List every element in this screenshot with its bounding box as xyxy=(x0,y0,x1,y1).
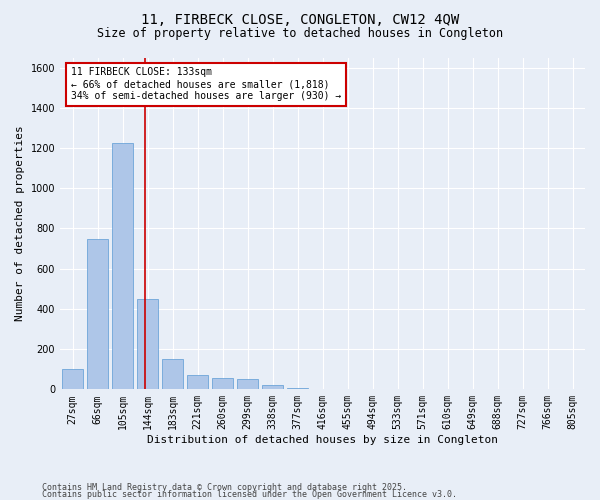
Bar xyxy=(212,378,233,390)
Text: Contains public sector information licensed under the Open Government Licence v3: Contains public sector information licen… xyxy=(42,490,457,499)
Y-axis label: Number of detached properties: Number of detached properties xyxy=(15,126,25,322)
Bar xyxy=(87,238,108,390)
Bar xyxy=(62,369,83,390)
Bar xyxy=(287,388,308,390)
Bar xyxy=(262,386,283,390)
Text: Size of property relative to detached houses in Congleton: Size of property relative to detached ho… xyxy=(97,28,503,40)
Text: 11 FIRBECK CLOSE: 133sqm
← 66% of detached houses are smaller (1,818)
34% of sem: 11 FIRBECK CLOSE: 133sqm ← 66% of detach… xyxy=(71,68,341,100)
Bar xyxy=(112,143,133,390)
X-axis label: Distribution of detached houses by size in Congleton: Distribution of detached houses by size … xyxy=(147,435,498,445)
Bar xyxy=(237,380,258,390)
Bar xyxy=(187,376,208,390)
Text: Contains HM Land Registry data © Crown copyright and database right 2025.: Contains HM Land Registry data © Crown c… xyxy=(42,484,407,492)
Bar xyxy=(162,359,183,390)
Text: 11, FIRBECK CLOSE, CONGLETON, CW12 4QW: 11, FIRBECK CLOSE, CONGLETON, CW12 4QW xyxy=(141,12,459,26)
Bar xyxy=(137,299,158,390)
